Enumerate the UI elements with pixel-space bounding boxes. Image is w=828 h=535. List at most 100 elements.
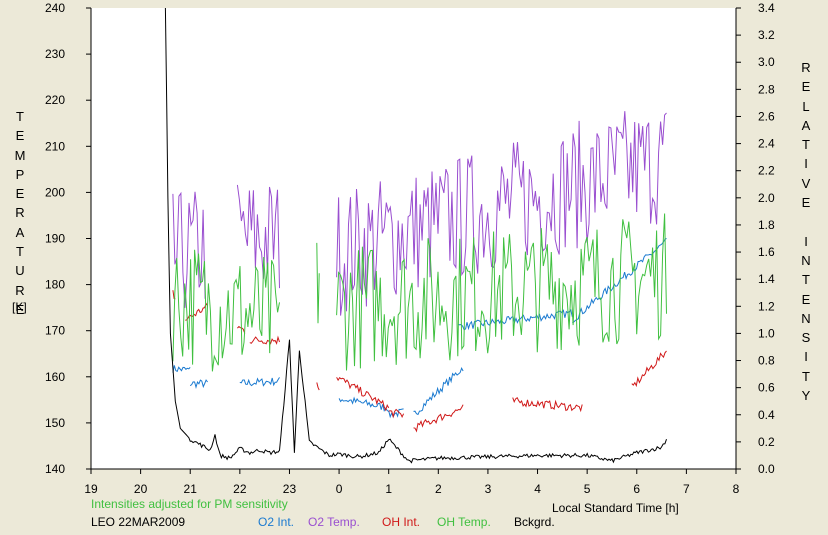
y-left-label-letter: M [14,147,26,163]
series-o2-temp [172,111,667,316]
series-line-oh-int [316,382,320,391]
x-tick-label: 5 [584,482,591,496]
x-tick-label: 0 [336,482,343,496]
y-right-tick-label: 2.0 [758,191,775,205]
legend-entry: O2 Int. [258,515,295,529]
y-right-label-letter: I [804,233,808,249]
y-left-label-letter: R [15,282,25,298]
legend-entry: O2 Temp. [308,515,360,529]
y-right-label-letter: I [804,349,808,365]
y-right-tick-label: 1.2 [758,299,775,313]
series-line-oh-int [512,396,583,413]
tick-labels: 19 20 21 22 23 0 1 2 3 4 5 6 7 8140150160170180190200… [45,1,775,496]
x-axis-label: Local Standard Time [h] [552,501,679,515]
y-right-tick-label: 1.6 [758,245,775,259]
y-right-tick-label: 0.2 [758,435,775,449]
y-left-unit: [K] [12,300,27,314]
y-left-tick-label: 170 [45,324,65,338]
y-right-label-letter: T [802,137,810,153]
legend-entry: OH Temp. [437,515,491,529]
y-left-label-letter: A [15,224,25,240]
series-line-o2-int [388,408,404,419]
series-line-oh-temp [336,213,667,371]
y-right-label-letter: R [801,60,811,75]
series-line-oh-int [631,350,667,388]
y-left-tick-label: 240 [45,1,65,15]
y-left-tick-label: 180 [45,278,65,292]
y-right-label-letter [798,212,814,231]
y-left-tick-label: 150 [45,416,65,430]
y-left-tick-label: 220 [45,93,65,107]
series-line-o2-int [458,308,573,331]
station-label: LEO 22MAR2009 [91,515,186,529]
series-oh-temp [172,213,667,372]
series-line-o2-temp [172,191,206,308]
series-line-oh-int [249,335,280,345]
y-right-tick-label: 1.8 [758,218,775,232]
y-left-tick-label: 210 [45,139,65,153]
series-line-o2-int [189,379,208,390]
y-right-label-letter: E [801,195,811,211]
y-right-label-letter: T [802,272,810,288]
y-right-label-letter: L [802,98,810,114]
y-left-tick-label: 140 [45,462,65,476]
x-tick-label: 3 [485,482,492,496]
y-left-label-letter: R [15,205,25,221]
y-right-tick-label: 2.4 [758,137,775,151]
x-tick-label: 23 [283,482,297,496]
y-left-label-letter: E [15,186,25,202]
y-left-label-letter: T [16,109,24,124]
y-right-label-letter: N [801,310,811,326]
x-tick-label: 8 [733,482,740,496]
y-right-label-letter: E [801,291,811,307]
x-tick-label: 4 [534,482,541,496]
plot-series [164,7,667,464]
y-left-label-letter: P [15,166,25,182]
y-left-label-letter: E [15,128,25,144]
legend-entry: Bckgrd. [514,515,555,529]
x-tick-label: 6 [633,482,640,496]
x-tick-label: 7 [683,482,690,496]
series-line-o2-int [172,365,191,373]
series-line-o2-int [239,377,280,387]
series-line-bckgrd [164,7,667,464]
y-right-label-letter: E [801,79,811,95]
y-left-tick-label: 160 [45,370,65,384]
y-right-label-letter: I [804,156,808,172]
y-right-label-letter: S [801,330,811,346]
series-line-oh-temp [316,242,320,324]
y-right-tick-label: 0.8 [758,354,775,368]
y-right-tick-label: 2.8 [758,82,775,96]
series-line-oh-temp [172,249,280,372]
series-bckgrd [164,7,667,464]
y-right-label-letter: N [801,252,811,268]
y-right-tick-label: 0.4 [758,408,775,422]
y-left-label-letter: E [15,301,25,317]
x-tick-label: 21 [184,482,198,496]
y-right-tick-label: 1.0 [758,326,775,340]
y-left-tick-label: 200 [45,185,65,199]
series-line-o2-int [338,396,389,412]
y-right-tick-label: 0.0 [758,462,775,476]
y-right-tick-label: 3.0 [758,55,775,69]
y-right-label-letter: V [801,175,811,191]
y-left-label-letter: U [15,263,25,279]
x-tick-label: 19 [84,482,98,496]
series-o2-int [172,237,667,419]
note-text: Intensities adjusted for PM sensitivity [91,497,288,511]
series-line-o2-int [413,366,464,416]
y-left-tick-label: 230 [45,47,65,61]
series-line-o2-temp [336,111,667,316]
series-line-oh-int [413,404,464,433]
y-left-tick-label: 190 [45,232,65,246]
x-tick-label: 22 [233,482,247,496]
y-right-tick-label: 1.4 [758,272,775,286]
series-line-oh-int [336,376,390,412]
x-tick-label: 2 [435,482,442,496]
series-line-o2-temp [236,184,280,289]
y-right-label-letter: Y [801,388,811,404]
y-right-label-letter: A [801,117,811,133]
series-line-oh-int [388,408,405,419]
